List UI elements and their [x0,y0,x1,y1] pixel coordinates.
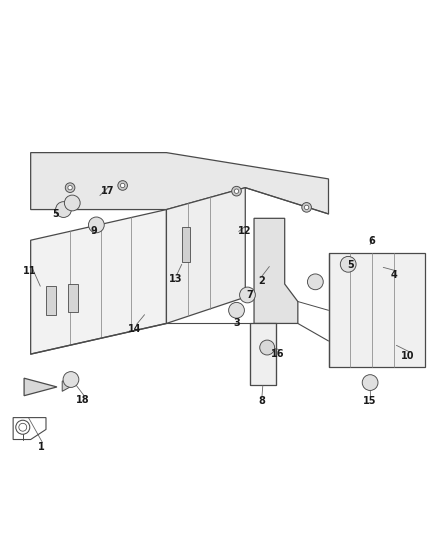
Circle shape [234,189,239,193]
Circle shape [302,203,311,212]
Circle shape [362,375,378,391]
Polygon shape [24,378,57,395]
Polygon shape [328,253,425,367]
Circle shape [56,201,71,217]
Text: 18: 18 [75,395,89,405]
Polygon shape [254,219,298,324]
Circle shape [240,287,255,303]
Text: 5: 5 [53,209,60,219]
Circle shape [340,256,356,272]
Circle shape [118,181,127,190]
Circle shape [307,274,323,290]
Text: 6: 6 [368,236,375,246]
Text: 1: 1 [38,442,45,452]
Polygon shape [62,377,71,391]
Circle shape [120,183,125,188]
Bar [46,286,56,314]
Polygon shape [250,324,276,385]
Circle shape [63,372,79,387]
Circle shape [232,187,241,196]
Circle shape [68,185,72,190]
Text: 3: 3 [233,318,240,328]
Polygon shape [31,209,166,354]
Text: 16: 16 [272,349,285,359]
Text: 11: 11 [23,266,36,276]
Circle shape [304,205,309,209]
Polygon shape [166,188,245,324]
Circle shape [88,217,104,233]
Text: 9: 9 [91,227,98,237]
Text: 8: 8 [258,397,265,406]
Text: 13: 13 [169,274,182,284]
Circle shape [65,183,75,192]
Circle shape [260,340,275,355]
Text: 12: 12 [238,225,251,236]
Text: 14: 14 [128,324,141,334]
Circle shape [229,302,244,318]
Text: 15: 15 [363,397,376,406]
Bar [68,284,78,312]
Text: 17: 17 [101,186,114,196]
Text: 4: 4 [391,270,398,280]
Bar [182,227,190,262]
Text: 10: 10 [401,351,414,361]
Polygon shape [31,152,328,214]
Text: 5: 5 [347,260,354,270]
Circle shape [64,195,80,211]
Text: 2: 2 [258,276,265,286]
Text: 7: 7 [246,290,253,300]
